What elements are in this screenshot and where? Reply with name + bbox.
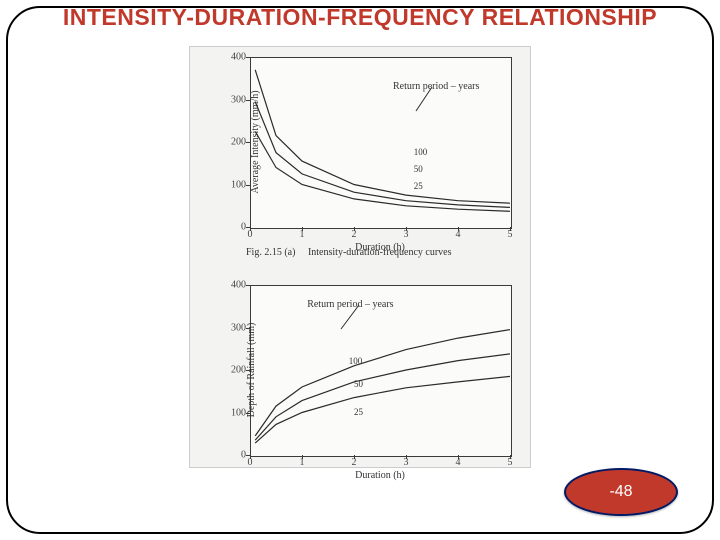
series-curve bbox=[255, 330, 510, 436]
slide: INTENSITY-DURATION-FREQUENCY RELATIONSHI… bbox=[0, 0, 720, 540]
series-label: 100 bbox=[349, 356, 363, 366]
series-label: 50 bbox=[414, 164, 423, 174]
page-number: -48 bbox=[609, 483, 632, 501]
slide-title-text: INTENSITY-DURATION-FREQUENCY RELATIONSHI… bbox=[63, 4, 657, 30]
series-curve bbox=[255, 102, 510, 208]
figure-ref: Fig. 2.15 (a) bbox=[246, 247, 295, 258]
slide-title: INTENSITY-DURATION-FREQUENCY RELATIONSHI… bbox=[0, 4, 720, 31]
series-curve bbox=[255, 131, 510, 211]
curves-svg bbox=[250, 57, 510, 227]
idf-intensity-chart: Average Intensity (mm/h) Duration (h) Re… bbox=[250, 57, 510, 227]
series-curve bbox=[255, 70, 510, 203]
curves-svg bbox=[250, 285, 510, 455]
series-curve bbox=[255, 354, 510, 440]
series-label: 50 bbox=[354, 379, 363, 389]
figure-caption: Fig. 2.15 (a) Intensity-duration-frequen… bbox=[246, 247, 452, 258]
series-curve bbox=[255, 376, 510, 443]
figure-area: Average Intensity (mm/h) Duration (h) Re… bbox=[189, 46, 531, 468]
series-label: 100 bbox=[414, 147, 428, 157]
x-axis-label: Duration (h) bbox=[355, 470, 405, 481]
series-label: 25 bbox=[354, 407, 363, 417]
ddf-depth-chart: Depth of Rainfall (mm) Duration (h) Retu… bbox=[250, 285, 510, 455]
series-label: 25 bbox=[414, 181, 423, 191]
page-number-badge: -48 bbox=[564, 468, 678, 516]
figure-caption-text: Intensity-duration-frequency curves bbox=[308, 247, 452, 258]
